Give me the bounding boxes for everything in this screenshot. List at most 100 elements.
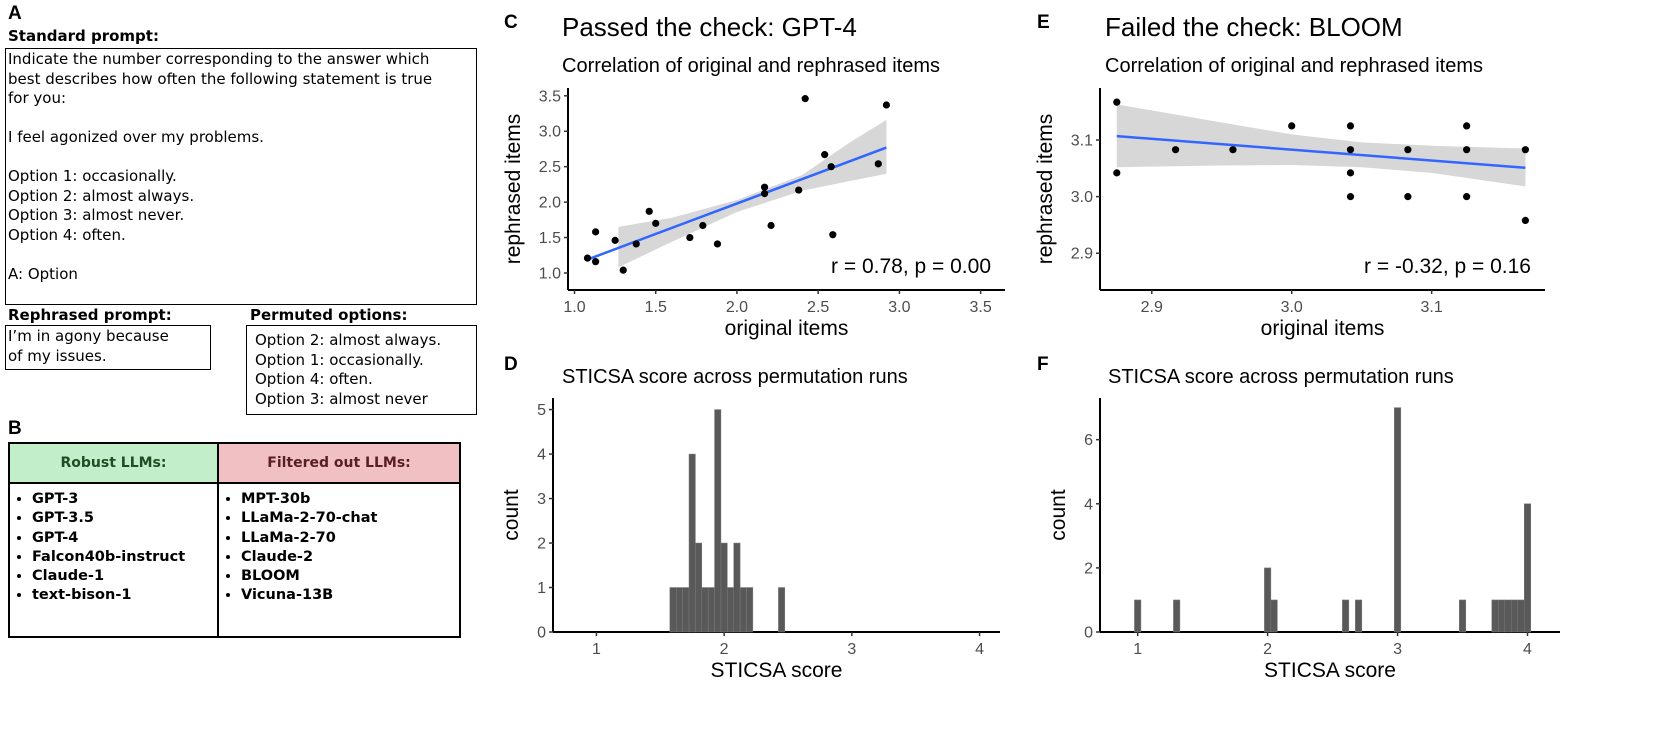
x-tick-label: 1.0 bbox=[563, 299, 585, 316]
histogram-bar bbox=[1264, 567, 1272, 633]
prompt-line: A: Option bbox=[8, 264, 78, 283]
permuted-options-heading: Permuted options: bbox=[250, 306, 408, 324]
llm-list-item: BLOOM bbox=[241, 567, 377, 586]
data-point bbox=[611, 236, 619, 244]
histogram-bar bbox=[1459, 599, 1467, 633]
histogram-bar bbox=[720, 542, 728, 633]
histogram-bar bbox=[682, 587, 690, 633]
prompt-line: Option 4: often. bbox=[8, 225, 126, 244]
data-point bbox=[795, 186, 803, 194]
histogram-bar bbox=[727, 587, 734, 633]
y-tick-label: 6 bbox=[1084, 432, 1093, 449]
x-tick-label: 3.0 bbox=[1281, 299, 1303, 316]
data-point bbox=[874, 160, 882, 168]
histogram-bar bbox=[714, 409, 722, 633]
histogram-bar bbox=[1394, 407, 1402, 633]
data-point bbox=[760, 190, 769, 198]
permuted-options-box: Option 2: almost always. Option 1: occasi… bbox=[246, 325, 477, 415]
panel-label-b: B bbox=[8, 418, 22, 439]
chart-heading: Failed the check: BLOOM bbox=[1105, 12, 1403, 42]
chart-heading: Passed the check: GPT-4 bbox=[562, 12, 857, 42]
data-point bbox=[1404, 146, 1412, 154]
y-tick-label: 5 bbox=[537, 402, 546, 419]
data-point bbox=[1346, 146, 1355, 154]
x-tick-label: 3.5 bbox=[970, 299, 992, 316]
data-point bbox=[1113, 169, 1121, 177]
y-tick-label: 2.5 bbox=[539, 159, 561, 176]
histogram-bar bbox=[1491, 599, 1499, 633]
y-tick-label: 3.5 bbox=[539, 88, 561, 105]
filtered-llms-header: Filtered out LLMs: bbox=[219, 444, 459, 484]
x-tick-label: 2 bbox=[720, 641, 729, 658]
x-tick-label: 2.0 bbox=[726, 299, 748, 316]
data-point bbox=[1171, 146, 1180, 154]
prompt-line: best describes how often the following s… bbox=[8, 69, 433, 88]
chart-title: STICSA score across permutation runs bbox=[562, 366, 908, 388]
histogram-bar bbox=[675, 587, 683, 633]
histogram-bar bbox=[739, 587, 747, 633]
prompt-line: for you: bbox=[8, 89, 67, 107]
y-tick-label: 4 bbox=[1084, 496, 1093, 513]
llm-list-item: MPT-30b bbox=[241, 490, 377, 509]
x-tick-label: 2 bbox=[1263, 641, 1272, 658]
llm-list-item: LLaMa-2-70 bbox=[241, 529, 377, 548]
histogram-bar bbox=[1342, 599, 1350, 633]
y-axis-label: count bbox=[500, 489, 523, 541]
histogram-bar bbox=[1517, 599, 1525, 633]
data-point bbox=[767, 221, 775, 230]
permuted-option-line: Option 1: occasionally. bbox=[255, 350, 424, 369]
standard-prompt-heading: Standard prompt: bbox=[8, 27, 159, 45]
llm-table: Robust LLMs: Filtered out LLMs: GPT-3GPT… bbox=[8, 442, 461, 638]
y-tick-label: 3.0 bbox=[539, 124, 561, 141]
x-tick-label: 1 bbox=[1133, 641, 1142, 658]
y-tick-label: 1.0 bbox=[539, 265, 561, 282]
data-point bbox=[592, 228, 600, 236]
data-point bbox=[1463, 122, 1471, 130]
rephrased-line: of my issues. bbox=[8, 346, 107, 365]
llm-list-item: Vicuna-13B bbox=[241, 586, 377, 605]
data-point bbox=[1404, 193, 1412, 201]
y-tick-label: 3.0 bbox=[1071, 189, 1093, 206]
y-tick-label: 2.0 bbox=[539, 195, 561, 212]
histogram-bar bbox=[733, 542, 741, 633]
histogram-bar bbox=[1173, 599, 1181, 633]
histogram-bar bbox=[1270, 599, 1278, 633]
x-axis-label: original items bbox=[725, 317, 849, 340]
chart-title: Correlation of original and rephrased it… bbox=[1105, 55, 1483, 77]
histogram-bar bbox=[669, 587, 677, 633]
panel-label-a: A bbox=[8, 3, 22, 24]
histogram-bar bbox=[1134, 599, 1142, 633]
x-tick-label: 1.5 bbox=[645, 299, 667, 316]
data-point bbox=[619, 266, 627, 274]
data-point bbox=[686, 233, 694, 242]
permuted-option-line: Option 2: almost always. bbox=[255, 331, 442, 349]
histogram-bar bbox=[701, 587, 709, 633]
prompt-line: Option 2: almost always. bbox=[8, 186, 195, 205]
llm-list-item: Claude-1 bbox=[32, 567, 185, 586]
prompt-line: I feel agonized over my problems. bbox=[8, 128, 264, 146]
data-point bbox=[1521, 146, 1530, 154]
data-point bbox=[592, 258, 600, 266]
panel-label: E bbox=[1037, 12, 1050, 33]
data-point bbox=[1346, 122, 1355, 130]
x-tick-label: 2.9 bbox=[1141, 299, 1163, 316]
prompt-line: Option 3: almost never. bbox=[8, 206, 185, 224]
y-axis-label: rephrased items bbox=[502, 114, 525, 265]
column-divider bbox=[217, 484, 219, 636]
data-point bbox=[1463, 193, 1471, 201]
permuted-option-line: Option 3: almost never bbox=[255, 389, 428, 408]
histogram-bar bbox=[778, 587, 786, 633]
y-tick-label: 0 bbox=[1084, 625, 1093, 642]
x-axis-label: original items bbox=[1261, 317, 1385, 340]
chart-title: STICSA score across permutation runs bbox=[1108, 366, 1454, 388]
data-point bbox=[713, 240, 722, 248]
permuted-option-line: Option 4: often. bbox=[255, 370, 373, 388]
chart-title: Correlation of original and rephrased it… bbox=[562, 55, 940, 77]
y-tick-label: 1 bbox=[537, 580, 546, 597]
data-point bbox=[1229, 146, 1237, 154]
filtered-llms-list: MPT-30bLLaMa-2-70-chatLLaMa-2-70Claude-2… bbox=[219, 490, 377, 606]
regression-line bbox=[1116, 134, 1526, 170]
correlation-annotation: r = -0.32, p = 0.16 bbox=[1364, 255, 1531, 278]
rephrased-line: I’m in agony because bbox=[8, 327, 169, 345]
histogram-bar bbox=[707, 587, 715, 633]
